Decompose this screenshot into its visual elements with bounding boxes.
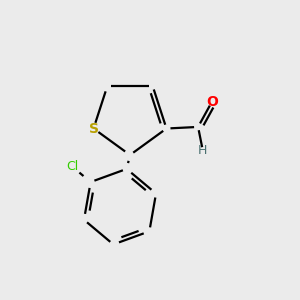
Text: H: H [198,144,208,157]
Text: Cl: Cl [66,160,78,173]
Text: O: O [206,95,218,109]
Text: S: S [88,122,98,136]
